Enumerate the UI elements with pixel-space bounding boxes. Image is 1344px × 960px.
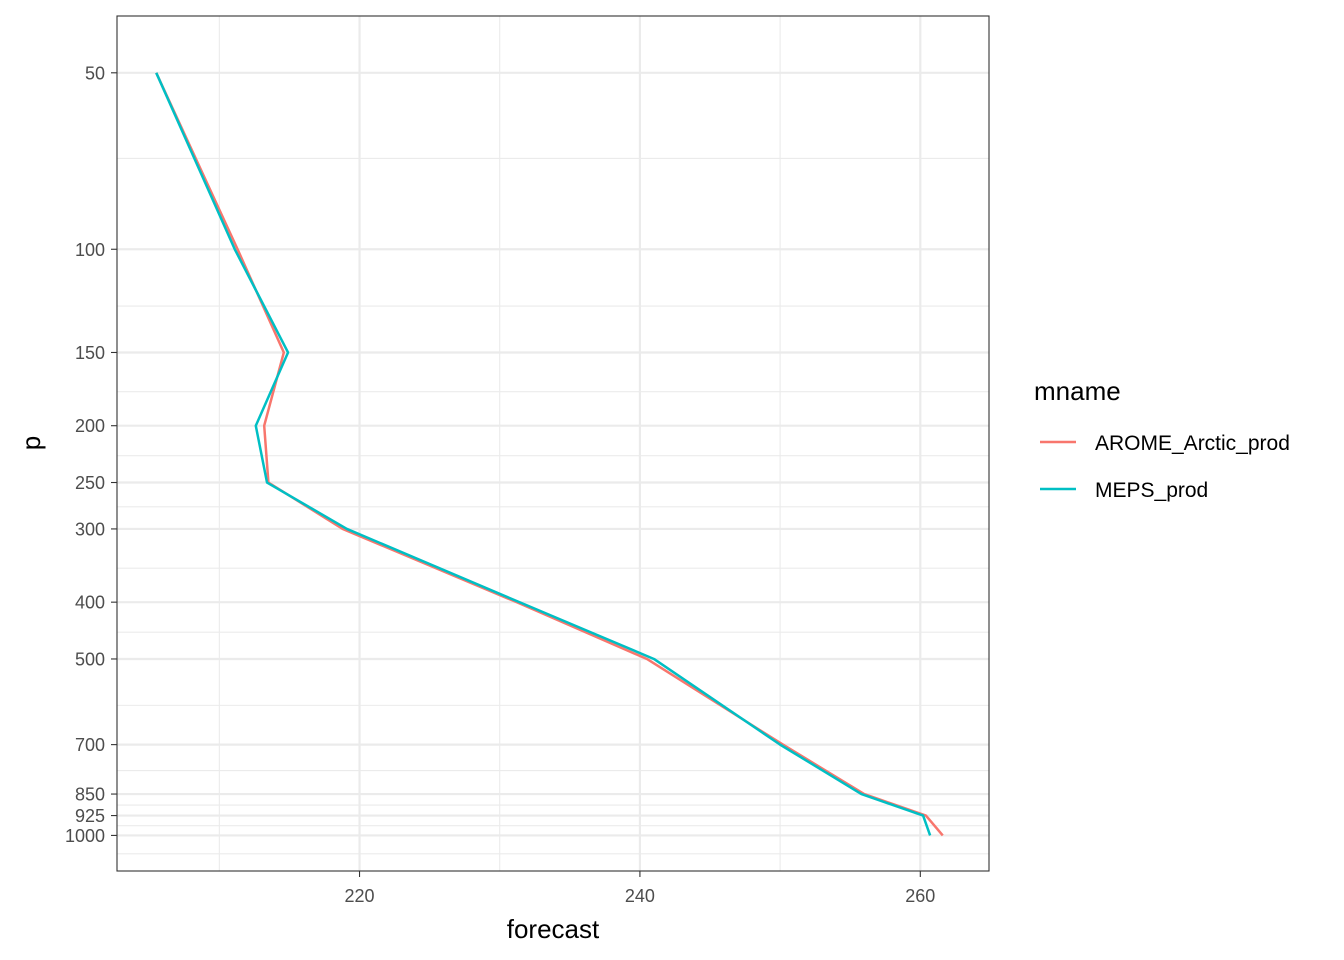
series-line-meps-prod <box>155 72 932 836</box>
series-line-arome-arctic-prod <box>155 72 944 837</box>
y-tick-label: 250 <box>75 473 105 493</box>
x-axis-ticks: 220 240 260 <box>345 871 935 906</box>
major-gridlines <box>117 16 989 871</box>
legend-title: mname <box>1034 376 1121 406</box>
legend-label: AROME_Arctic_prod <box>1095 432 1290 455</box>
y-tick-label: 100 <box>75 240 105 260</box>
x-tick-label: 260 <box>905 886 935 906</box>
y-tick-label: 150 <box>75 343 105 363</box>
y-axis-title: p <box>16 436 46 450</box>
y-tick-label: 400 <box>75 593 105 613</box>
legend: mname AROME_Arctic_prod MEPS_prod <box>1034 376 1290 502</box>
panel-border <box>116 15 990 872</box>
y-tick-label: 850 <box>75 785 105 805</box>
y-tick-label: 500 <box>75 649 105 669</box>
x-tick-label: 220 <box>345 886 375 906</box>
legend-label: MEPS_prod <box>1095 479 1208 502</box>
series-lines <box>155 72 944 837</box>
y-tick-label: 300 <box>75 519 105 539</box>
y-tick-label: 50 <box>85 63 105 83</box>
x-tick-label: 240 <box>625 886 655 906</box>
y-tick-label: 200 <box>75 416 105 436</box>
y-tick-label: 925 <box>75 806 105 826</box>
minor-gridlines <box>117 16 989 871</box>
y-tick-label: 1000 <box>65 826 105 846</box>
y-tick-label: 700 <box>75 735 105 755</box>
x-axis-title: forecast <box>507 914 600 944</box>
